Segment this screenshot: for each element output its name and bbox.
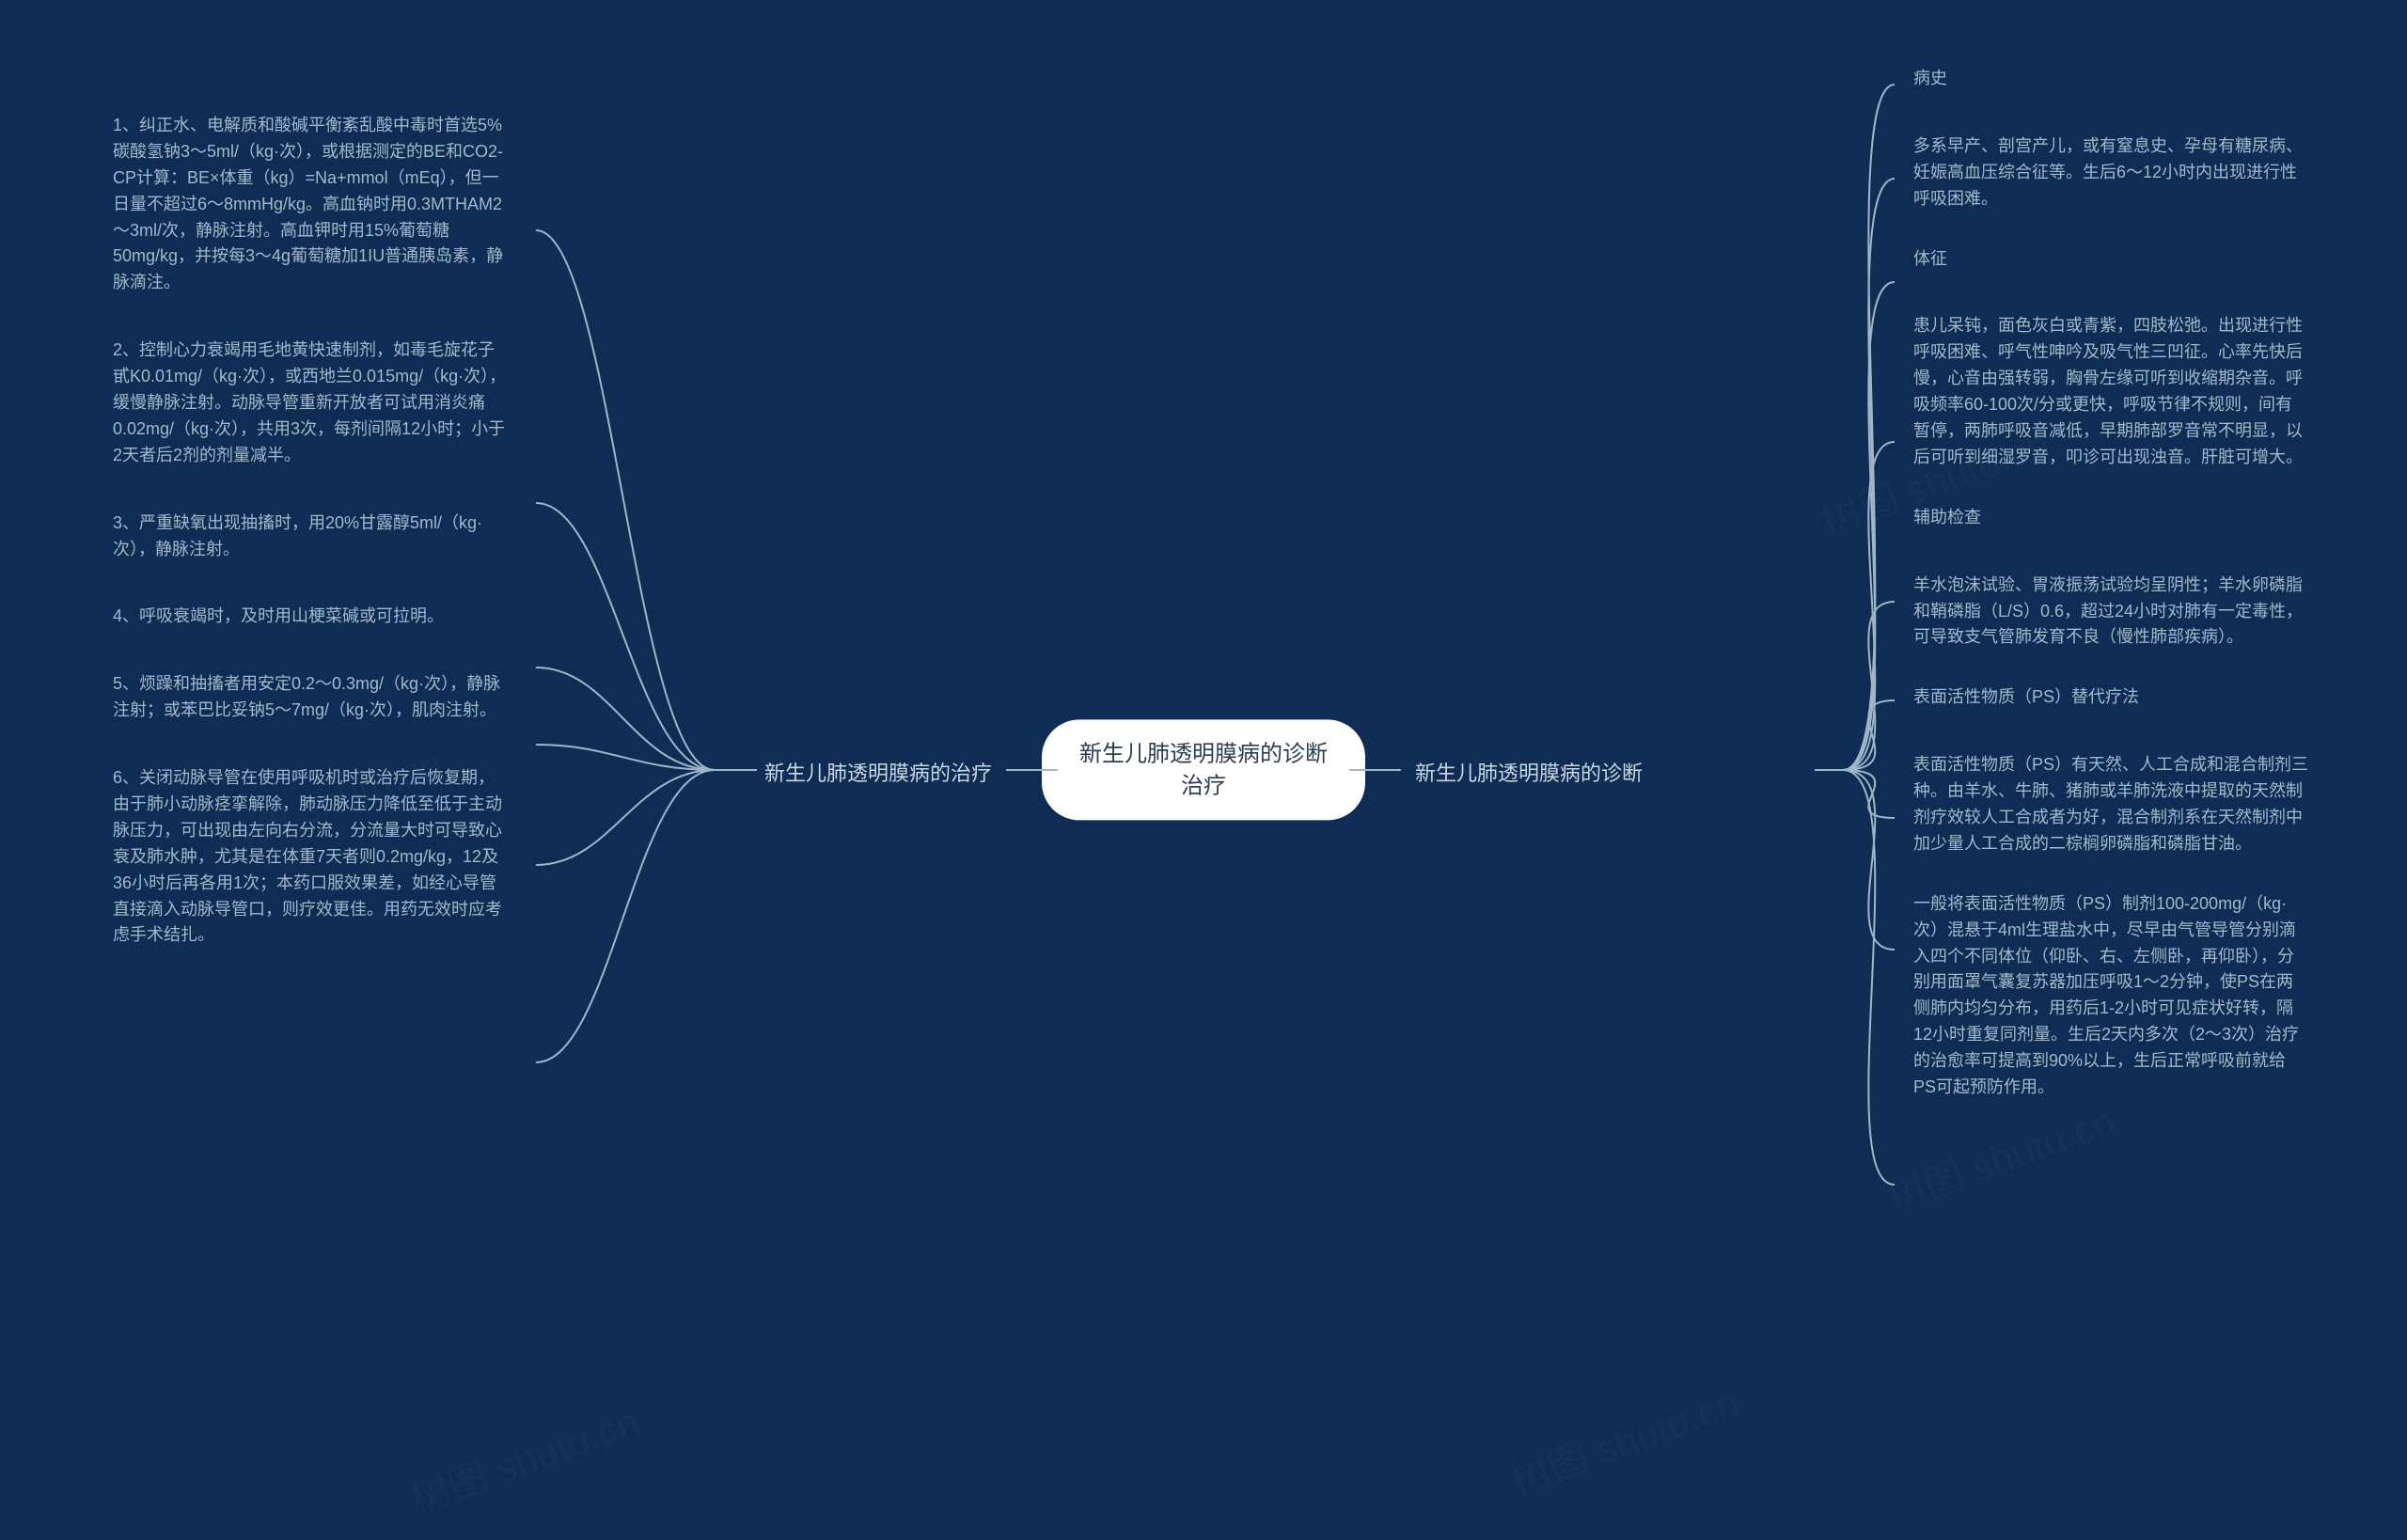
branch-label-left: 新生儿肺透明膜病的治疗 [764,757,992,787]
right-leaf-1: 病史 [1913,66,2308,92]
right-leaf-6: 羊水泡沫试验、胃液振荡试验均呈阴性；羊水卵磷脂和鞘磷脂（L/S）0.6，超过24… [1913,573,2308,652]
right-leaf-7: 表面活性物质（PS）替代疗法 [1913,684,2308,711]
left-leaf-column: 1、纠正水、电解质和酸碱平衡紊乱酸中毒时首选5%碳酸氢钠3～5ml/（kg·次）… [113,113,508,990]
center-node: 新生儿肺透明膜病的诊断 治疗 [1042,719,1365,820]
right-leaf-2: 多系早产、剖宫产儿，或有窒息史、孕母有糖尿病、妊娠高血压综合征等。生后6～12小… [1913,134,2308,212]
center-line2: 治疗 [1181,773,1226,798]
watermark: 树图 shutu.cn [401,1390,646,1525]
left-leaf-6: 6、关闭动脉导管在使用呼吸机时或治疗后恢复期，由于肺小动脉痉挛解除，肺动脉压力降… [113,765,508,949]
branch-label-right: 新生儿肺透明膜病的诊断 [1415,757,1643,787]
right-leaf-3: 体征 [1913,246,2308,273]
left-leaf-2: 2、控制心力衰竭用毛地黄快速制剂，如毒毛旋花子甙K0.01mg/（kg·次），或… [113,338,508,468]
right-leaf-8: 表面活性物质（PS）有天然、人工合成和混合制剂三种。由羊水、牛肺、猪肺或羊肺洗液… [1913,752,2308,857]
center-line1: 新生儿肺透明膜病的诊断 [1079,741,1328,766]
right-leaf-4: 患儿呆钝，面色灰白或青紫，四肢松弛。出现进行性呼吸困难、呼气性呻吟及吸气性三凹征… [1913,313,2308,470]
right-leaf-column: 病史 多系早产、剖宫产儿，或有窒息史、孕母有糖尿病、妊娠高血压综合征等。生后6～… [1913,66,2308,1135]
right-leaf-9: 一般将表面活性物质（PS）制剂100-200mg/（kg·次）混悬于4ml生理盐… [1913,891,2308,1101]
left-leaf-5: 5、烦躁和抽搐者用安定0.2～0.3mg/（kg·次），静脉注射；或苯巴比妥钠5… [113,671,508,724]
left-leaf-3: 3、严重缺氧出现抽搐时，用20%甘露醇5ml/（kg·次），静脉注射。 [113,511,508,563]
right-leaf-5: 辅助检查 [1913,505,2308,531]
watermark: 树图 shutu.cn [1502,1371,1746,1506]
left-leaf-4: 4、呼吸衰竭时，及时用山梗菜碱或可拉明。 [113,604,508,630]
left-leaf-1: 1、纠正水、电解质和酸碱平衡紊乱酸中毒时首选5%碳酸氢钠3～5ml/（kg·次）… [113,113,508,296]
